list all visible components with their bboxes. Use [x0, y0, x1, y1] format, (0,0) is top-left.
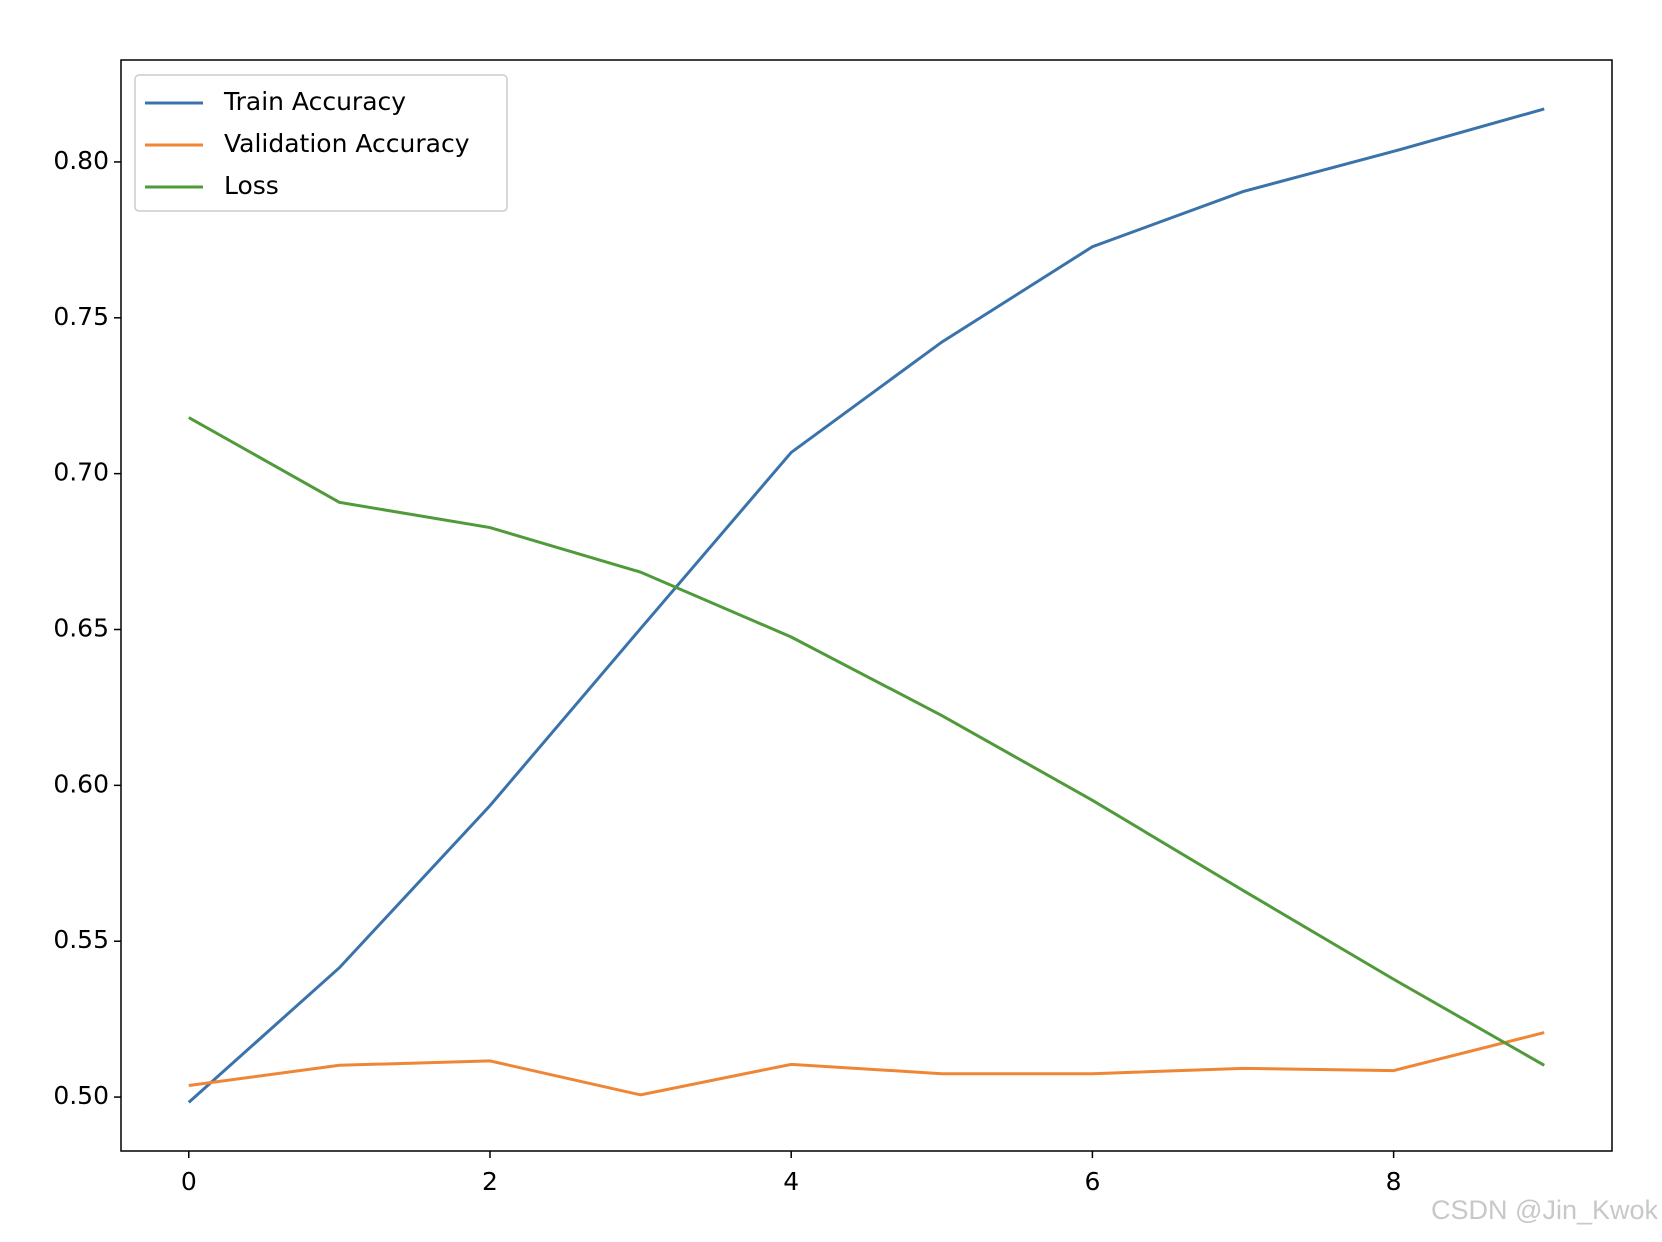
x-tick-label: 2 — [482, 1167, 498, 1196]
y-tick-label: 0.70 — [53, 458, 109, 487]
y-tick-label: 0.55 — [53, 925, 109, 954]
x-tick-label: 0 — [181, 1167, 197, 1196]
series-line — [188, 1031, 1545, 1097]
y-tick-label: 0.65 — [53, 614, 109, 643]
x-tick-label: 4 — [783, 1167, 799, 1196]
x-tick-label: 6 — [1084, 1167, 1100, 1196]
legend-box — [134, 74, 508, 212]
legend-label: Train Accuracy — [223, 87, 406, 116]
series-line — [188, 416, 1545, 1067]
plot-frame — [120, 59, 1613, 1152]
watermark: CSDN @Jin_Kwok — [1431, 1195, 1658, 1225]
y-tick-label: 0.50 — [53, 1081, 109, 1110]
legend-label: Loss — [224, 171, 279, 200]
series-line — [187, 107, 1545, 1104]
y-tick-label: 0.60 — [53, 769, 109, 798]
legend-label: Validation Accuracy — [224, 129, 470, 158]
x-tick-label: 8 — [1386, 1167, 1402, 1196]
y-tick-label: 0.75 — [53, 302, 109, 331]
y-tick-label: 0.80 — [53, 146, 109, 175]
